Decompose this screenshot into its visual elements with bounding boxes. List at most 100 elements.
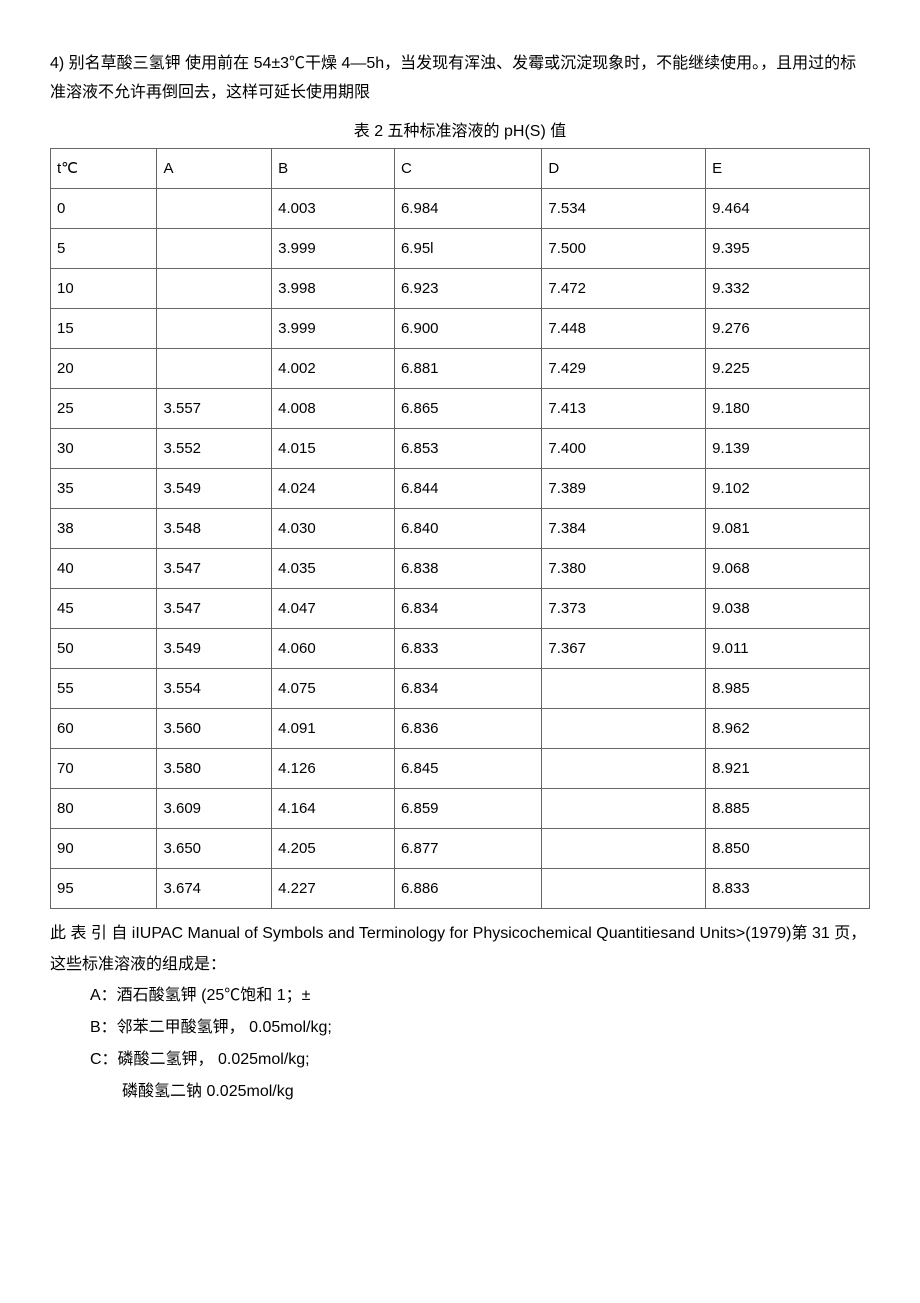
table-header-cell: t℃ [51, 149, 157, 189]
table-cell: 3.549 [157, 629, 272, 669]
table-cell: 6.923 [394, 269, 541, 309]
table-row: 103.9986.9237.4729.332 [51, 269, 870, 309]
table-cell: 3.547 [157, 549, 272, 589]
table-cell: 6.834 [394, 589, 541, 629]
table-cell: 3.549 [157, 469, 272, 509]
table-cell: 6.984 [394, 189, 541, 229]
table-cell: 6.834 [394, 669, 541, 709]
table-cell: 6.95l [394, 229, 541, 269]
table-cell: 3.547 [157, 589, 272, 629]
table-cell: 6.900 [394, 309, 541, 349]
table-cell: 3.580 [157, 749, 272, 789]
table-cell [157, 189, 272, 229]
table-row: 353.5494.0246.8447.3899.102 [51, 469, 870, 509]
table-cell: 55 [51, 669, 157, 709]
table-cell: 5 [51, 229, 157, 269]
table-cell: 8.921 [706, 749, 870, 789]
table-cell: 6.836 [394, 709, 541, 749]
table-row: 403.5474.0356.8387.3809.068 [51, 549, 870, 589]
intro-paragraph: 4) 别名草酸三氢钾 使用前在 54±3℃干燥 4—5h，当发现有浑浊、发霉或沉… [50, 50, 870, 108]
table-cell: 4.047 [272, 589, 395, 629]
table-cell: 4.002 [272, 349, 395, 389]
table-cell: 0 [51, 189, 157, 229]
table-cell: 6.853 [394, 429, 541, 469]
table-row: 253.5574.0086.8657.4139.180 [51, 389, 870, 429]
table-row: 53.9996.95l7.5009.395 [51, 229, 870, 269]
table-header-row: t℃ABCDE [51, 149, 870, 189]
table-header-cell: A [157, 149, 272, 189]
table-header-cell: C [394, 149, 541, 189]
table-cell: 7.389 [542, 469, 706, 509]
table-cell [542, 749, 706, 789]
table-cell: 80 [51, 789, 157, 829]
table-cell [542, 829, 706, 869]
table-cell: 90 [51, 829, 157, 869]
table-cell: 3.650 [157, 829, 272, 869]
table-cell: 7.500 [542, 229, 706, 269]
table-cell: 3.998 [272, 269, 395, 309]
list-item-c: C：磷酸二氢钾， 0.025mol/kg; [50, 1044, 870, 1076]
table-cell: 8.885 [706, 789, 870, 829]
table-cell: 6.845 [394, 749, 541, 789]
table-cell: 4.126 [272, 749, 395, 789]
table-cell: 9.011 [706, 629, 870, 669]
table-cell: 3.552 [157, 429, 272, 469]
table-cell: 4.015 [272, 429, 395, 469]
table-cell: 3.609 [157, 789, 272, 829]
table-cell: 9.038 [706, 589, 870, 629]
table-cell: 40 [51, 549, 157, 589]
table-cell: 7.472 [542, 269, 706, 309]
table-cell: 6.838 [394, 549, 541, 589]
table-header-cell: B [272, 149, 395, 189]
table-cell: 9.225 [706, 349, 870, 389]
table-row: 04.0036.9847.5349.464 [51, 189, 870, 229]
table-cell: 4.075 [272, 669, 395, 709]
table-cell [542, 869, 706, 909]
table-cell: 4.060 [272, 629, 395, 669]
table-cell: 4.091 [272, 709, 395, 749]
table-cell: 8.962 [706, 709, 870, 749]
table-cell: 9.180 [706, 389, 870, 429]
table-row: 503.5494.0606.8337.3679.011 [51, 629, 870, 669]
table-cell: 50 [51, 629, 157, 669]
footnote-source: 此 表 引 自 iIUPAC Manual of Symbols and Ter… [50, 919, 870, 980]
table-cell: 20 [51, 349, 157, 389]
table-cell: 7.534 [542, 189, 706, 229]
table-cell [542, 669, 706, 709]
table-cell: 9.139 [706, 429, 870, 469]
table-cell: 70 [51, 749, 157, 789]
table-cell [542, 789, 706, 829]
table-cell: 6.881 [394, 349, 541, 389]
table-cell [157, 309, 272, 349]
table-row: 803.6094.1646.859 8.885 [51, 789, 870, 829]
table-cell: 4.003 [272, 189, 395, 229]
table-row: 383.5484.0306.8407.3849.081 [51, 509, 870, 549]
table-cell: 6.844 [394, 469, 541, 509]
table-cell: 3.674 [157, 869, 272, 909]
table-cell: 9.068 [706, 549, 870, 589]
table-cell: 6.859 [394, 789, 541, 829]
table-cell: 8.833 [706, 869, 870, 909]
table-cell: 3.999 [272, 229, 395, 269]
table-cell: 45 [51, 589, 157, 629]
table-row: 453.5474.0476.8347.3739.038 [51, 589, 870, 629]
table-cell: 8.850 [706, 829, 870, 869]
table-cell: 9.332 [706, 269, 870, 309]
table-cell: 60 [51, 709, 157, 749]
table-cell: 35 [51, 469, 157, 509]
table-cell: 6.865 [394, 389, 541, 429]
table-cell: 6.886 [394, 869, 541, 909]
list-item-a: A：酒石酸氢钾 (25℃饱和 1；± [50, 980, 870, 1012]
table-cell [542, 709, 706, 749]
table-cell [157, 349, 272, 389]
table-cell: 4.030 [272, 509, 395, 549]
table-cell: 7.380 [542, 549, 706, 589]
table-cell: 6.833 [394, 629, 541, 669]
table-cell: 4.035 [272, 549, 395, 589]
table-cell: 4.164 [272, 789, 395, 829]
table-cell: 3.548 [157, 509, 272, 549]
table-cell: 7.429 [542, 349, 706, 389]
table-header-cell: E [706, 149, 870, 189]
table-cell: 95 [51, 869, 157, 909]
table-row: 953.6744.2276.8868.833 [51, 869, 870, 909]
